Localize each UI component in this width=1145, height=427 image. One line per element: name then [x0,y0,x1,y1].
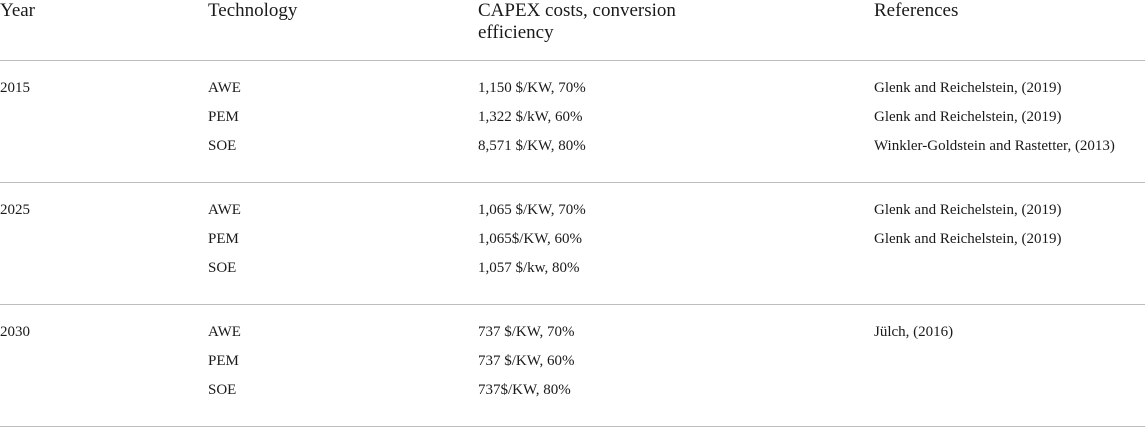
table-row: AWE 1,065 $/KW, 70% Glenk and Reichelste… [0,200,1145,220]
table-row: PEM 1,065$/KW, 60% Glenk and Reichelstei… [0,229,1145,249]
reference-cell: Glenk and Reichelstein, (2019) [874,231,1062,247]
technology-cell: PEM [208,109,239,125]
header-references: References [874,0,959,21]
reference-cell: Glenk and Reichelstein, (2019) [874,80,1062,96]
reference-cell: Winkler-Goldstein and Rastetter, (2013) [874,138,1115,154]
reference-cell: Glenk and Reichelstein, (2019) [874,202,1062,218]
table-row: SOE 8,571 $/KW, 80% Winkler-Goldstein an… [0,136,1145,156]
technology-cell: SOE [208,260,237,276]
year-group: 2030 AWE 737 $/KW, 70% Jülch, (2016) PEM… [0,305,1145,427]
header-capex: CAPEX costs, conversion efficiency [478,0,676,44]
year-group: 2025 AWE 1,065 $/KW, 70% Glenk and Reich… [0,183,1145,305]
capex-cell: 8,571 $/KW, 80% [478,138,586,154]
capex-cell: 737 $/KW, 60% [478,353,575,369]
header-capex-line1: CAPEX costs, conversion [478,0,676,21]
year-group: 2015 AWE 1,150 $/KW, 70% Glenk and Reich… [0,61,1145,183]
table-row: SOE 737$/KW, 80% [0,380,1145,400]
table-row: AWE 1,150 $/KW, 70% Glenk and Reichelste… [0,78,1145,98]
reference-cell: Glenk and Reichelstein, (2019) [874,109,1062,125]
capex-cell: 1,057 $/kw, 80% [478,260,580,276]
year-cell: 2025 [0,202,30,218]
year-cell: 2030 [0,324,30,340]
capex-cell: 1,065 $/KW, 70% [478,202,586,218]
reference-cell: Jülch, (2016) [874,324,954,340]
technology-cell: AWE [208,324,241,340]
table-row: SOE 1,057 $/kw, 80% [0,258,1145,278]
header-technology: Technology [208,0,298,21]
capex-cell: 1,150 $/KW, 70% [478,80,586,96]
table-header: Year Technology CAPEX costs, conversion … [0,0,1145,61]
capex-cell: 1,065$/KW, 60% [478,231,583,247]
technology-cell: SOE [208,382,237,398]
technology-cell: AWE [208,80,241,96]
technology-cell: AWE [208,202,241,218]
header-year: Year [0,0,36,21]
capex-cell: 737$/KW, 80% [478,382,571,398]
technology-cell: PEM [208,353,239,369]
header-capex-line2: efficiency [478,22,554,43]
year-cell: 2015 [0,80,30,96]
table-row: AWE 737 $/KW, 70% Jülch, (2016) [0,322,1145,342]
capex-cell: 1,322 $/kW, 60% [478,109,583,125]
technology-cell: PEM [208,231,239,247]
table-row: PEM 737 $/KW, 60% [0,351,1145,371]
table-row: PEM 1,322 $/kW, 60% Glenk and Reichelste… [0,107,1145,127]
capex-cell: 737 $/KW, 70% [478,324,575,340]
technology-cell: SOE [208,138,237,154]
